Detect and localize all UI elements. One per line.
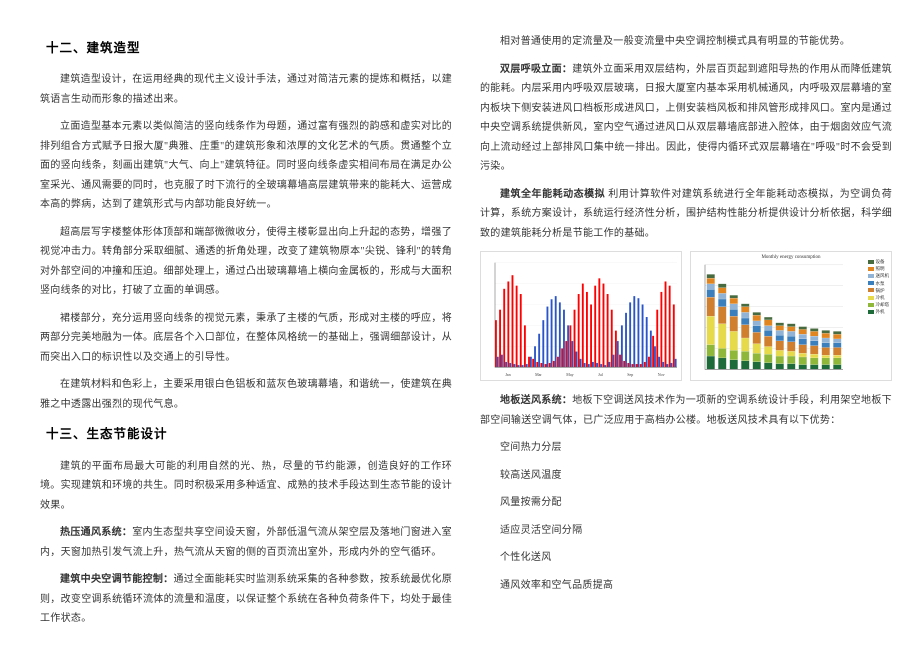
para-13-2: 热压通风系统：室内生态型共享空间设天窗，外部低温气流从架空层及落地门窗进入室内，… — [40, 523, 452, 562]
load-chart-xlabels: JanMarMayJulSepNov — [493, 371, 677, 379]
energy-chart-svg — [691, 252, 891, 380]
list-item: 个性化送风 — [500, 548, 892, 568]
list-item: 适应灵活空间分隔 — [500, 521, 892, 541]
para-12-5: 在建筑材料和色彩上，主要采用银白色铝板和蓝灰色玻璃幕墙，和谐统一，使建筑在典雅之… — [40, 375, 452, 414]
list-item: 通风效率和空气品质提高 — [500, 576, 892, 596]
runin-underfloor: 地板送风系统： — [500, 395, 572, 406]
para-r-1: 相对普通使用的定流量及一般变流量中央空调控制模式具有明显的节能优势。 — [480, 32, 892, 52]
runin-double-skin: 双层呼吸立面： — [500, 64, 572, 75]
para-r-4: 地板送风系统：地板下空调送风技术作为一项新的空调系统设计手段，利用架空地板下部空… — [480, 391, 892, 430]
runin-hvac: 建筑中央空调节能控制： — [60, 574, 173, 585]
right-column: 相对普通使用的定流量及一般变流量中央空调控制模式具有明显的节能优势。 双层呼吸立… — [480, 32, 892, 641]
runin-thermal: 热压通风系统： — [60, 527, 132, 538]
para-12-2: 立面造型基本元素以类似简洁的竖向线条作为母题，通过富有强烈的韵感和虚实对比的排列… — [40, 117, 452, 215]
list-item: 空间热力分层 — [500, 438, 892, 458]
para-12-4: 裙楼部分，充分运用竖向线条的视觉元素，秉承了主楼的气质，形成对主楼的呼应，将两部… — [40, 309, 452, 368]
para-r-2: 双层呼吸立面：建筑外立面采用双层结构，外层百页起到遮阳导热的作用从而降低建筑的能… — [480, 60, 892, 177]
para-13-1: 建筑的平面布局最大可能的利用自然的光、热，尽量的节约能源，创造良好的工作环境。实… — [40, 457, 452, 516]
runin-energy-sim: 建筑全年能耗动态模拟 — [500, 189, 605, 200]
load-chart-svg — [481, 252, 681, 380]
para-r-2-body: 建筑外立面采用双层结构，外层百页起到遮阳导热的作用从而降低建筑的能耗。内层采用内… — [480, 64, 892, 173]
energy-chart-legend: 设备照明送风机水泵锅炉冷机冷却塔外机 — [868, 258, 890, 316]
heading-13: 十三、生态节能设计 — [46, 422, 452, 446]
para-12-1: 建筑造型设计，在运用经典的现代主义设计手法，通过对简洁元素的提炼和概括，以建筑语… — [40, 70, 452, 109]
heading-12: 十二、建筑造型 — [46, 36, 452, 60]
energy-chart: Monthly energy consumption 设备照明送风机水泵锅炉冷机… — [690, 251, 892, 381]
load-chart: JanMarMayJulSepNov — [480, 251, 682, 381]
charts-row: JanMarMayJulSepNov Monthly energy consum… — [480, 251, 892, 381]
para-12-3: 超高层写字楼整体形体顶部和端部微微收分，使得主楼彰显出向上升起的态势，增强了视觉… — [40, 223, 452, 301]
list-item: 风量按需分配 — [500, 493, 892, 513]
list-item: 较高送风温度 — [500, 466, 892, 486]
left-column: 十二、建筑造型 建筑造型设计，在运用经典的现代主义设计手法，通过对简洁元素的提炼… — [40, 32, 452, 641]
para-13-3: 建筑中央空调节能控制：通过全面能耗实时监测系统采集的各种参数，按系统最优化原则，… — [40, 570, 452, 629]
para-r-3: 建筑全年能耗动态模拟 利用计算软件对建筑系统进行全年能耗动态模拟，为空调负荷计算… — [480, 185, 892, 244]
underfloor-advantages-list: 空间热力分层较高送风温度风量按需分配适应灵活空间分隔个性化送风通风效率和空气品质… — [500, 438, 892, 595]
